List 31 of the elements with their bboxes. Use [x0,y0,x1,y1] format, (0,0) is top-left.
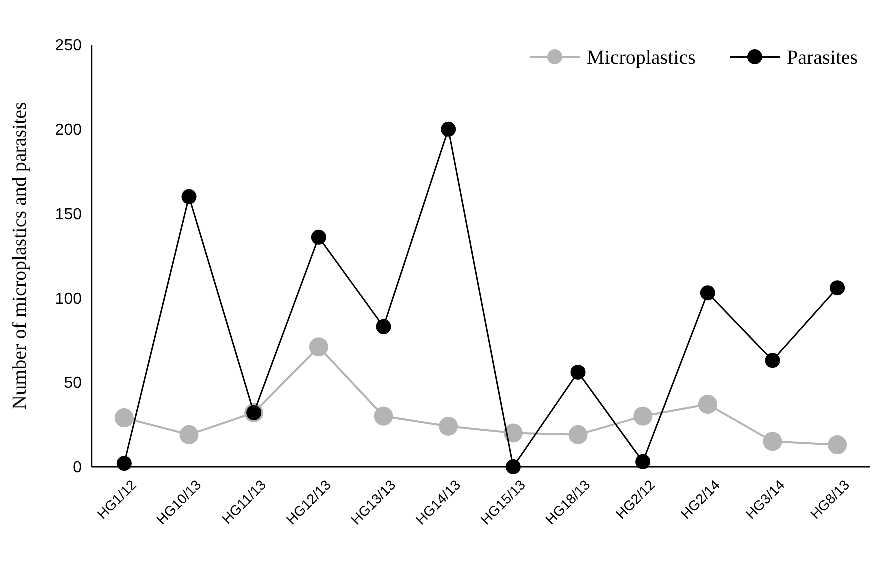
point [182,189,197,204]
point [568,425,588,444]
point [765,353,780,368]
point [634,406,653,426]
legend-label: Parasites [787,47,858,69]
y-tick-label: 200 [55,122,82,139]
point [311,230,326,245]
point [376,319,392,334]
point [636,454,651,470]
point [506,460,521,474]
y-axis-title: Number of microplastics and parasites [9,102,31,410]
legend-label: Microplastics [587,47,696,69]
y-tick-label: 150 [55,206,82,224]
point [439,416,458,436]
point [374,406,394,426]
y-tick-label: 100 [55,290,82,308]
point [504,424,523,443]
point [700,286,716,301]
y-tick-label: 0 [73,460,82,477]
y-tick-label: 50 [64,375,82,392]
point [309,338,328,357]
point [570,364,586,380]
point [830,280,846,296]
point [180,425,199,444]
point [116,456,132,472]
point [114,408,134,428]
point [441,122,456,137]
point [763,432,782,452]
point [698,395,718,414]
y-tick-label: 250 [55,38,82,55]
point [828,436,848,455]
